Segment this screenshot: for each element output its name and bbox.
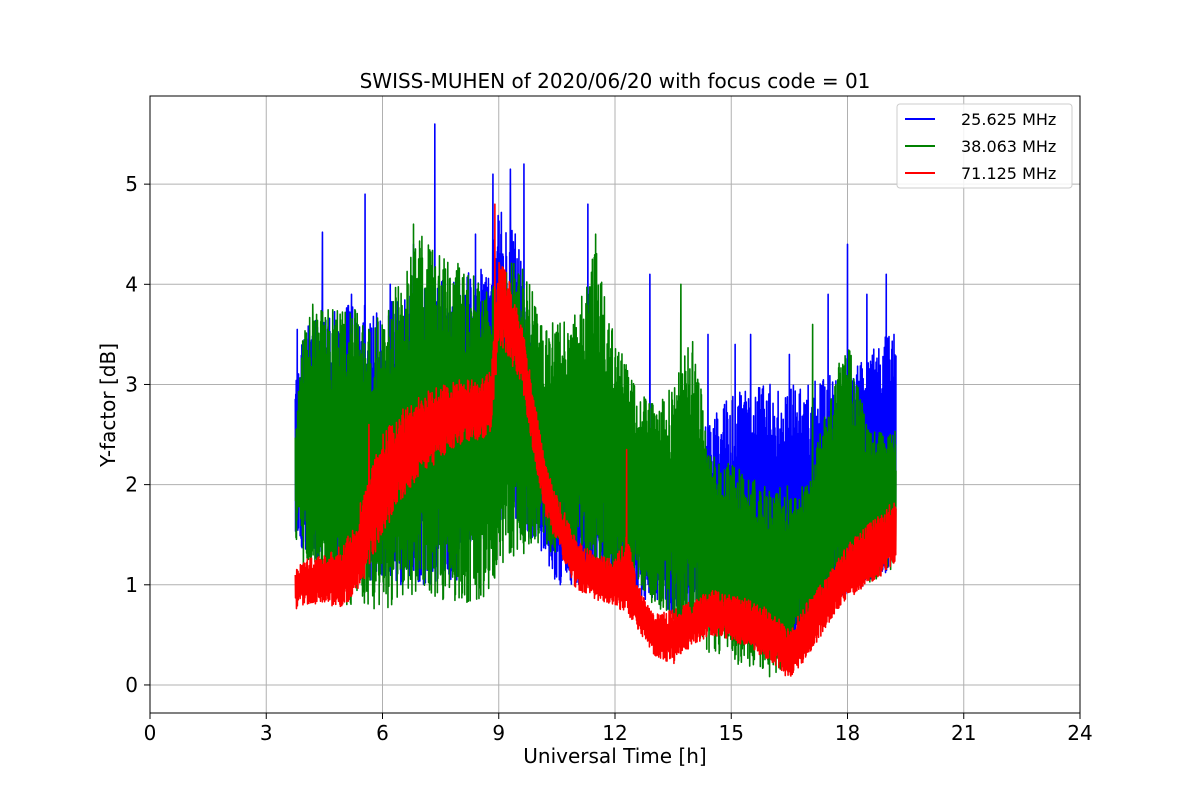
- x-tick-label: 9: [492, 721, 505, 745]
- y-axis-label: Y-factor [dB]: [96, 343, 120, 468]
- series-layer: [294, 123, 897, 678]
- y-tick-label: 2: [125, 473, 138, 497]
- legend-label: 38.063 MHz: [961, 137, 1056, 156]
- x-tick-label: 18: [835, 721, 860, 745]
- y-tick-label: 0: [125, 673, 138, 697]
- x-tick-label: 6: [376, 721, 389, 745]
- x-tick-label: 0: [144, 721, 157, 745]
- x-axis-label: Universal Time [h]: [523, 744, 706, 768]
- y-tick-label: 3: [125, 372, 138, 396]
- series-line-2: [294, 203, 897, 677]
- y-tick-label: 4: [125, 272, 138, 296]
- legend-label: 71.125 MHz: [961, 164, 1056, 183]
- x-tick-label: 15: [719, 721, 744, 745]
- legend-label: 25.625 MHz: [961, 110, 1056, 129]
- legend: 25.625 MHz 38.063 MHz 71.125 MHz: [896, 103, 1073, 189]
- y-tick-label: 1: [125, 573, 138, 597]
- x-tick-label: 21: [951, 721, 976, 745]
- x-tick-label: 12: [602, 721, 627, 745]
- x-tick-label: 3: [260, 721, 273, 745]
- x-tick-label: 24: [1067, 721, 1092, 745]
- chart-title: SWISS-MUHEN of 2020/06/20 with focus cod…: [360, 69, 871, 93]
- y-tick-label: 5: [125, 172, 138, 196]
- legend-box: [896, 103, 1073, 189]
